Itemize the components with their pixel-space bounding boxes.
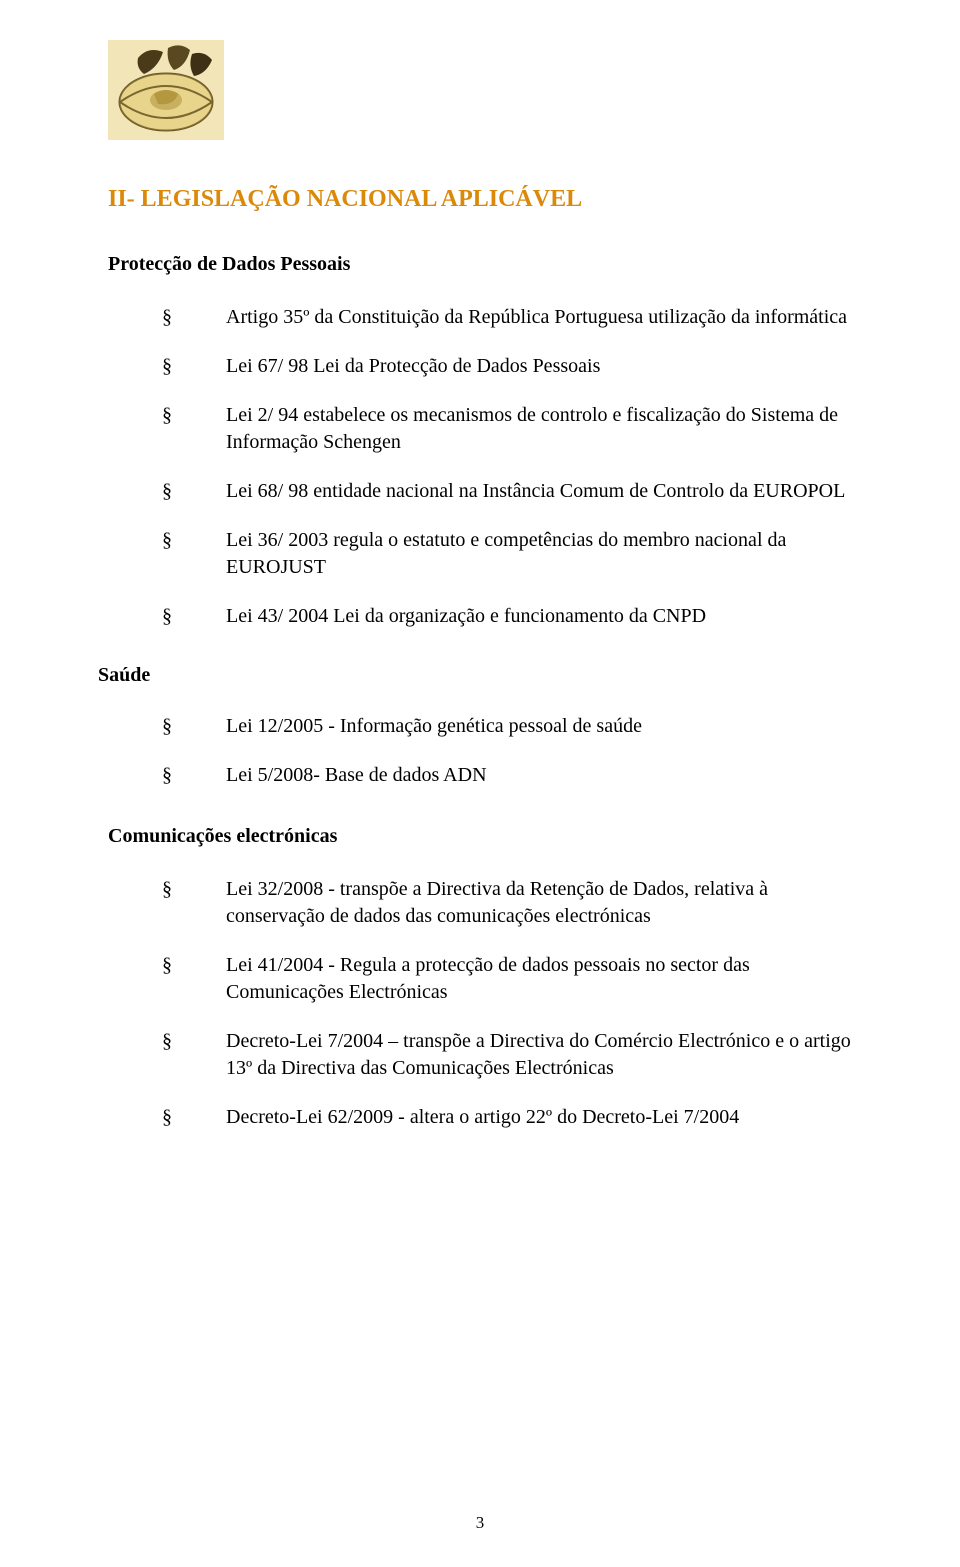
item-text: Lei 43/ 2004 Lei da organização e funcio… xyxy=(226,603,860,630)
item-text: Lei 41/2004 - Regula a protecção de dado… xyxy=(226,952,860,1006)
list-item: § Lei 36/ 2003 regula o estatuto e compe… xyxy=(162,527,860,581)
section-title: II- LEGISLAÇÃO NACIONAL APLICÁVEL xyxy=(108,186,860,213)
item-text: Lei 32/2008 - transpõe a Directiva da Re… xyxy=(226,876,860,930)
header-logo xyxy=(108,40,224,140)
list-item: § Decreto-Lei 62/2009 - altera o artigo … xyxy=(162,1104,860,1131)
bullet-glyph: § xyxy=(162,304,172,331)
list-item: § Lei 43/ 2004 Lei da organização e func… xyxy=(162,603,860,630)
list-item: § Lei 68/ 98 entidade nacional na Instân… xyxy=(162,478,860,505)
item-text: Lei 36/ 2003 regula o estatuto e competê… xyxy=(226,527,860,581)
subhead-saude: Saúde xyxy=(98,664,860,687)
page-container: II- LEGISLAÇÃO NACIONAL APLICÁVEL Protec… xyxy=(0,0,960,1131)
bullet-glyph: § xyxy=(162,713,172,740)
item-text: Lei 12/2005 - Informação genética pessoa… xyxy=(226,713,860,740)
list-item: § Lei 67/ 98 Lei da Protecção de Dados P… xyxy=(162,353,860,380)
list-item: § Artigo 35º da Constituição da Repúblic… xyxy=(162,304,860,331)
bullet-glyph: § xyxy=(162,952,172,979)
list-item: § Lei 41/2004 - Regula a protecção de da… xyxy=(162,952,860,1006)
list-proteccao: § Artigo 35º da Constituição da Repúblic… xyxy=(108,304,860,630)
item-text: Decreto-Lei 7/2004 – transpõe a Directiv… xyxy=(226,1028,860,1082)
subhead-comunicacoes: Comunicações electrónicas xyxy=(108,825,860,848)
bullet-glyph: § xyxy=(162,1028,172,1055)
page-number: 3 xyxy=(0,1513,960,1533)
list-item: § Lei 12/2005 - Informação genética pess… xyxy=(162,713,860,740)
item-text: Lei 68/ 98 entidade nacional na Instânci… xyxy=(226,478,860,505)
bullet-glyph: § xyxy=(162,876,172,903)
item-text: Lei 2/ 94 estabelece os mecanismos de co… xyxy=(226,402,860,456)
list-comunicacoes: § Lei 32/2008 - transpõe a Directiva da … xyxy=(108,876,860,1131)
bullet-glyph: § xyxy=(162,527,172,554)
item-text: Lei 5/2008- Base de dados ADN xyxy=(226,762,860,789)
list-item: § Decreto-Lei 7/2004 – transpõe a Direct… xyxy=(162,1028,860,1082)
item-text: Artigo 35º da Constituição da República … xyxy=(226,304,860,331)
list-item: § Lei 32/2008 - transpõe a Directiva da … xyxy=(162,876,860,930)
bullet-glyph: § xyxy=(162,1104,172,1131)
list-item: § Lei 2/ 94 estabelece os mecanismos de … xyxy=(162,402,860,456)
bullet-glyph: § xyxy=(162,762,172,789)
bullet-glyph: § xyxy=(162,603,172,630)
item-text: Lei 67/ 98 Lei da Protecção de Dados Pes… xyxy=(226,353,860,380)
bullet-glyph: § xyxy=(162,478,172,505)
bullet-glyph: § xyxy=(162,353,172,380)
list-saude: § Lei 12/2005 - Informação genética pess… xyxy=(108,713,860,789)
bullet-glyph: § xyxy=(162,402,172,429)
item-text: Decreto-Lei 62/2009 - altera o artigo 22… xyxy=(226,1104,860,1131)
subhead-proteccao: Protecção de Dados Pessoais xyxy=(108,253,860,276)
list-item: § Lei 5/2008- Base de dados ADN xyxy=(162,762,860,789)
